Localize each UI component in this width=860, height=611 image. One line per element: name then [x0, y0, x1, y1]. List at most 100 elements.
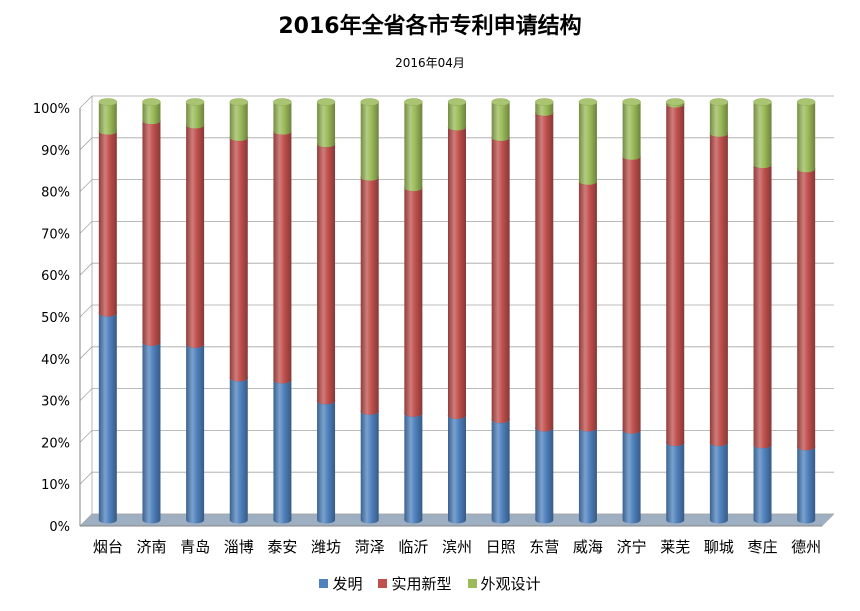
y-tick-label: 20%	[41, 436, 70, 451]
legend-label-utility-model: 实用新型	[391, 575, 452, 593]
x-tick-label: 东营	[529, 538, 559, 556]
bar-segment	[753, 102, 772, 169]
bar-segment	[404, 187, 423, 417]
bar-segment-cap	[273, 98, 292, 106]
x-tick-label: 泰安	[267, 538, 297, 556]
bar-segment	[273, 102, 292, 135]
bar-segment	[98, 102, 117, 135]
x-tick-label: 枣庄	[748, 538, 778, 556]
x-tick-label: 潍坊	[311, 538, 341, 556]
bar-segment	[360, 411, 379, 524]
bar-segment	[98, 313, 117, 524]
x-tick-label: 济宁	[617, 538, 647, 556]
bar-segment	[491, 419, 510, 524]
legend-label-invention: 发明	[332, 575, 363, 593]
bar-segment-cap	[98, 98, 118, 106]
bar-segment	[448, 415, 466, 524]
y-tick-label: 90%	[41, 144, 70, 159]
bar-segment-cap	[404, 98, 423, 106]
x-tick-label: 日照	[486, 538, 516, 556]
bar-segment	[448, 102, 466, 131]
y-tick-label: 100%	[33, 102, 70, 117]
bar-segment	[578, 428, 597, 524]
x-tick-label: 烟台	[93, 538, 123, 556]
bar-segment-cap	[709, 98, 729, 106]
bar-segment	[622, 156, 641, 434]
bar-segment	[404, 413, 423, 524]
bar-segment	[229, 137, 248, 382]
bar-segment	[317, 400, 336, 524]
bar-segment	[317, 143, 336, 405]
legend-swatch-design	[467, 579, 477, 588]
bar-segment	[797, 446, 816, 524]
chart-title: 2016年全省各市专利申请结构	[278, 14, 582, 39]
bar-segment	[142, 120, 161, 346]
legend-item-invention: 发明	[319, 573, 362, 594]
bar-segment	[753, 444, 772, 524]
bar-segment	[622, 430, 641, 524]
bar-segment	[491, 102, 510, 142]
y-tick-label: 80%	[41, 186, 70, 201]
bar-segment	[404, 102, 423, 192]
x-tick-label: 滨州	[442, 538, 472, 556]
bar-segment-cap	[535, 98, 554, 106]
bar-segment	[360, 177, 379, 415]
bar-segment	[186, 102, 205, 129]
legend-item-design: 外观设计	[467, 573, 541, 594]
bar-segment-cap	[622, 98, 641, 106]
bar-segment	[229, 377, 248, 524]
bar-segment-cap	[796, 98, 816, 106]
bar-segment-cap	[142, 98, 161, 106]
bar-segment-cap	[578, 98, 598, 106]
x-tick-label: 淄博	[224, 538, 254, 556]
x-tick-label: 威海	[573, 538, 603, 556]
bar-segment	[666, 102, 685, 108]
bar-segment	[709, 102, 728, 137]
bar-segment	[360, 102, 379, 181]
bar-segment	[448, 127, 466, 420]
y-tick-label: 0%	[49, 520, 70, 535]
y-tick-label: 60%	[41, 269, 70, 284]
chart-subtitle: 2016年04月	[395, 56, 465, 70]
bar-segment	[142, 342, 161, 524]
y-tick-label: 50%	[41, 311, 70, 326]
bar-segment	[622, 102, 641, 160]
x-tick-label: 德州	[791, 538, 821, 556]
bar-segment-cap	[360, 98, 379, 106]
bar-segment	[535, 428, 554, 524]
bar-segment	[578, 181, 597, 432]
bar-segment	[273, 131, 292, 384]
bar-segment-cap	[491, 98, 510, 106]
bar-segment-cap	[316, 98, 336, 106]
x-tick-label: 临沂	[398, 538, 428, 556]
x-tick-label: 聊城	[704, 538, 734, 556]
legend-item-utility-model: 实用新型	[378, 573, 452, 594]
bar-segment	[578, 102, 597, 185]
bar-segment-cap	[447, 98, 467, 106]
bar-segment	[229, 102, 248, 142]
bar-segment	[186, 344, 205, 524]
bar-segment	[491, 137, 510, 424]
bar-segment	[709, 133, 728, 447]
bar-segment	[142, 102, 161, 125]
bar-segment	[797, 168, 816, 451]
bar-segment	[186, 124, 205, 348]
bar-segment	[317, 102, 336, 148]
x-tick-label: 莱芜	[660, 538, 690, 556]
legend-swatch-utility-model	[378, 579, 388, 588]
bar-segment-cap	[229, 98, 249, 106]
legend-swatch-invention	[319, 579, 329, 588]
bar-segment-cap	[185, 98, 205, 106]
bar-segment	[709, 442, 728, 524]
bar-segment	[666, 104, 685, 447]
x-tick-label: 青岛	[180, 538, 210, 556]
y-tick-label: 10%	[41, 478, 70, 493]
bar-segment	[535, 102, 554, 116]
bar-segment	[753, 164, 772, 449]
x-tick-label: 菏泽	[355, 538, 385, 556]
bar-segment-cap	[665, 98, 685, 106]
bar-segment	[797, 102, 816, 173]
bar-segment-cap	[753, 98, 772, 106]
bar-segment	[666, 442, 685, 524]
